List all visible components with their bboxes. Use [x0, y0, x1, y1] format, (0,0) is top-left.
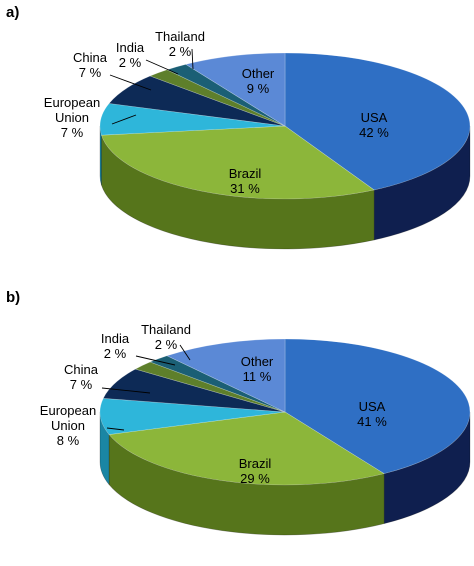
- pie-b-value-usa: 41 %: [357, 414, 387, 429]
- pie-b-value-other: 11 %: [243, 369, 272, 384]
- pie-b-label-thailand: Thailand: [141, 322, 191, 337]
- pie-a-value-china: 7 %: [79, 65, 102, 80]
- pie-a-leader-european-union: [111, 114, 137, 125]
- pie-b-label-other: Other: [241, 354, 274, 369]
- pie-b-label-brazil: Brazil: [239, 456, 272, 471]
- pie-a-label-european-union-line1: European: [44, 95, 100, 110]
- pie-a-label-usa: USA: [361, 110, 388, 125]
- panel-label-a: a): [6, 4, 19, 21]
- pie-a-label-thailand: Thailand: [155, 29, 205, 44]
- pie-b-slice-brazil: [108, 411, 385, 486]
- pie-b-value-india: 2 %: [104, 346, 127, 361]
- pie-a-leader-india: [145, 59, 179, 75]
- pie-a-leader-thailand: [191, 48, 194, 70]
- pie-a-value-thailand: 2 %: [169, 44, 192, 59]
- pie-b-leader-india: [135, 355, 176, 366]
- pie-a-label-brazil: Brazil: [229, 166, 262, 181]
- pie-a-value-india: 2 %: [119, 55, 142, 70]
- pie-b-slice-india: [134, 361, 286, 413]
- pie-a-label-india: India: [116, 40, 145, 55]
- pie-a-value-usa: 42 %: [359, 125, 389, 140]
- pie-a-slice-india: [149, 69, 286, 127]
- pie-b-leader-european-union: [106, 427, 125, 431]
- pie-b-label-china: China: [64, 362, 99, 377]
- pie-b-tops: [99, 338, 471, 486]
- pie-b-value-european-union: 8 %: [57, 433, 80, 448]
- pie-b-value-thailand: 2 %: [155, 337, 178, 352]
- pie-b-value-brazil: 29 %: [240, 471, 270, 486]
- pie-a-slice-other: [185, 52, 286, 127]
- pie-a-leader-china: [109, 74, 152, 91]
- pie-b-label-india: India: [101, 331, 130, 346]
- pie-a-slice-usa: [284, 52, 471, 191]
- pie-b-slice-china: [102, 368, 286, 413]
- pie-a-value-european-union: 7 %: [61, 125, 84, 140]
- pie-b-label-usa: USA: [359, 399, 386, 414]
- pie-b-sides: [99, 411, 471, 536]
- pie-a-value-brazil: 31 %: [230, 181, 260, 196]
- pie-a-tops: [99, 52, 471, 200]
- pie-b-label-european-union-line2: Union: [51, 418, 85, 433]
- pie-b-slice-thailand: [149, 355, 286, 413]
- pie-b-slice-other: [166, 338, 286, 413]
- pie-a-label-china: China: [73, 50, 108, 65]
- pie-a-value-other: 9 %: [247, 81, 270, 96]
- pie-a-label-other: Other: [242, 66, 275, 81]
- pie-b-leader-thailand: [179, 344, 191, 361]
- pie-b-slice-usa: [284, 338, 471, 474]
- pie-b-label-european-union-line1: European: [40, 403, 96, 418]
- pie-b-value-china: 7 %: [70, 377, 93, 392]
- pie-a-slice-brazil: [101, 125, 375, 200]
- panel-label-b: b): [6, 289, 20, 306]
- pie-a-label-european-union-line2: Union: [55, 110, 89, 125]
- pie-b-leader-china: [101, 387, 151, 394]
- pie-a-slice-european-union: [99, 103, 286, 136]
- pie-b-slice-european-union: [99, 398, 286, 435]
- pie-a-slice-china: [108, 75, 286, 127]
- pie-a-slice-thailand: [166, 64, 286, 127]
